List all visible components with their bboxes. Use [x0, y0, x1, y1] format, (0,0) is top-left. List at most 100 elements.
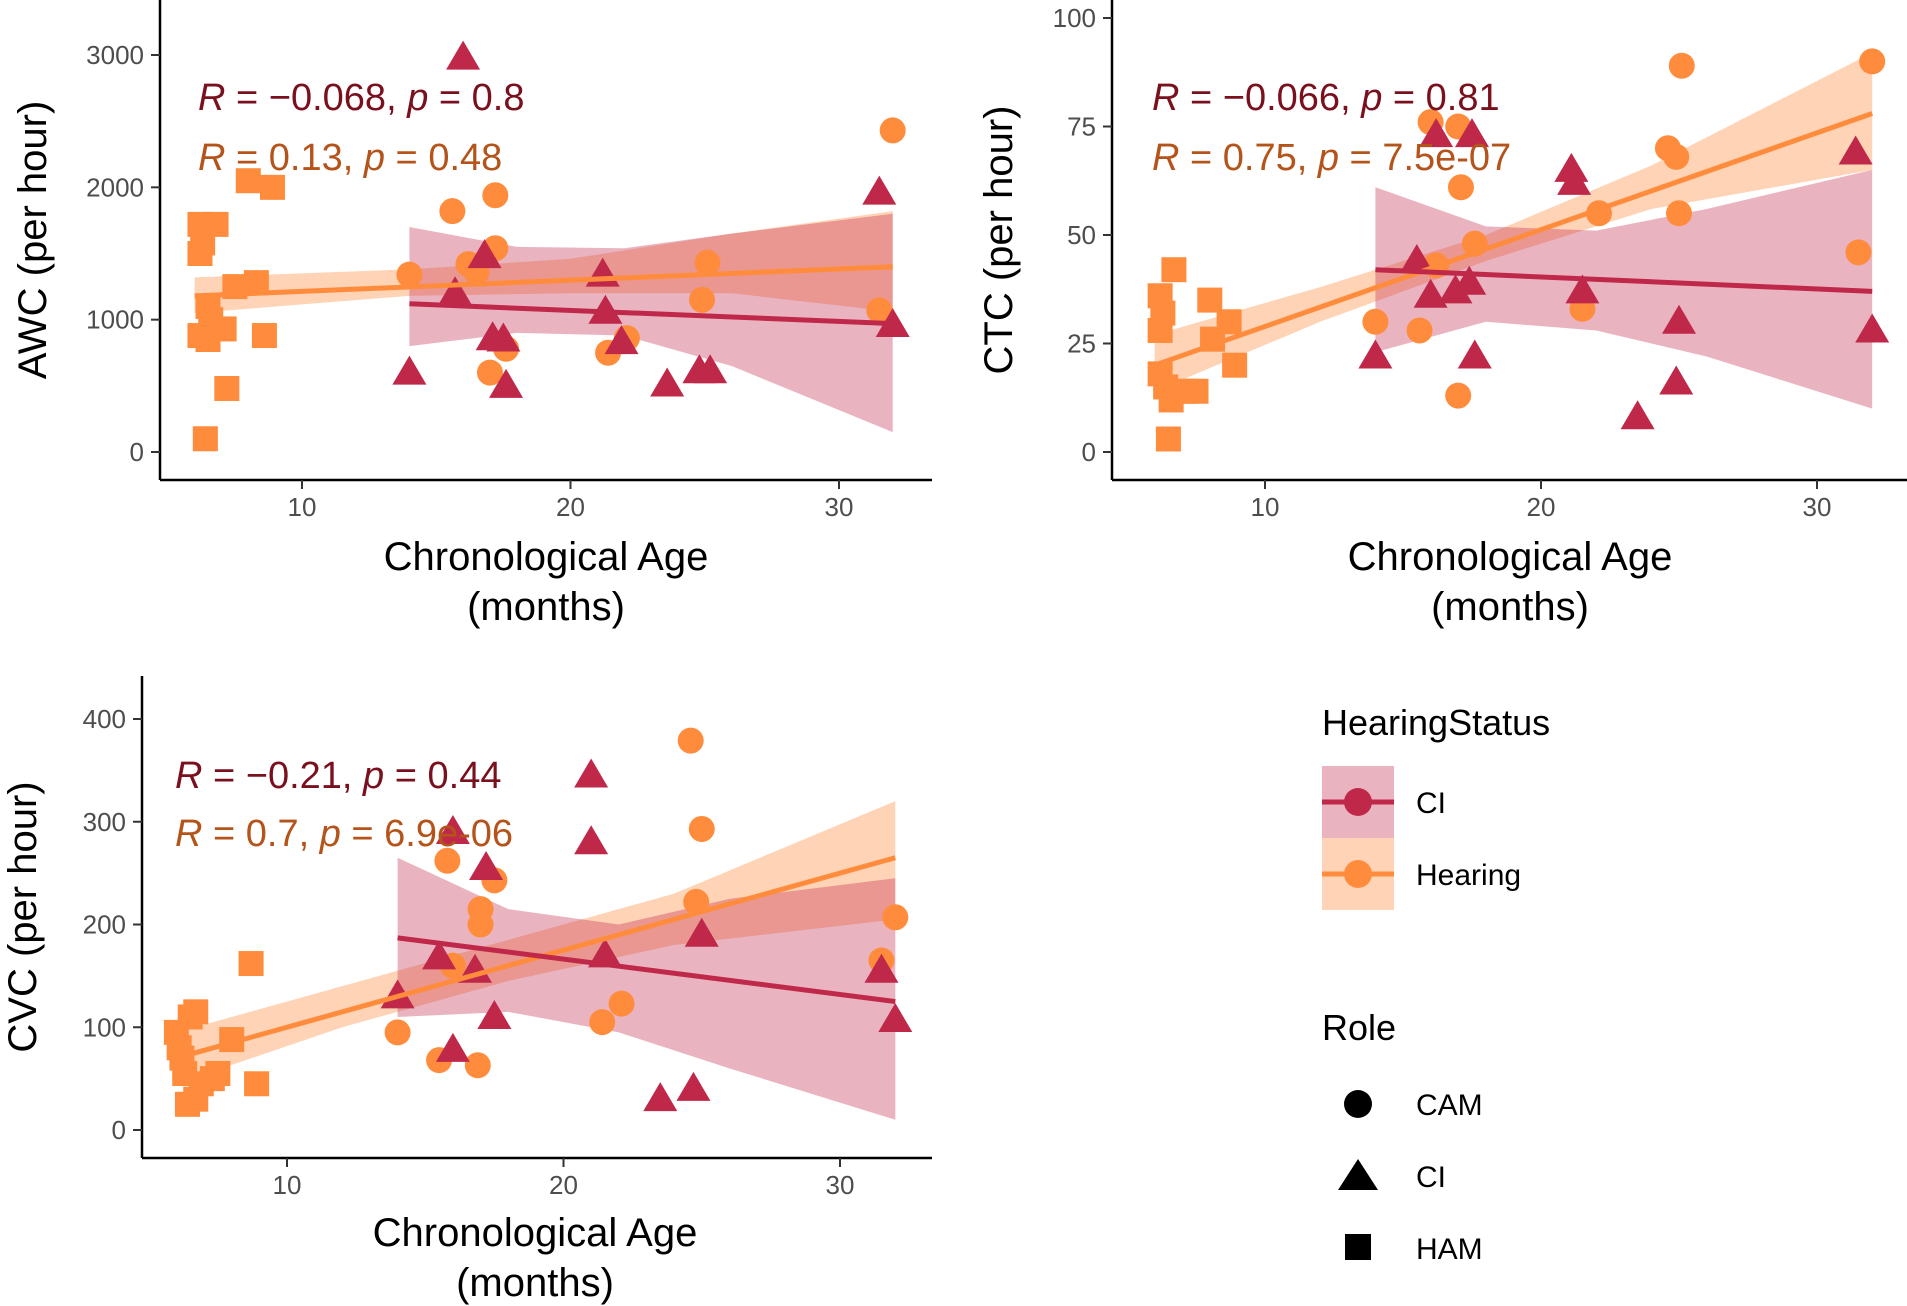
- legend-label-ci-role: CI: [1416, 1161, 1446, 1194]
- data-point-cam: [1845, 239, 1872, 266]
- y-tick-label: 100: [83, 1012, 126, 1042]
- data-point-cam: [1445, 382, 1472, 409]
- y-tick-label: 0: [112, 1115, 126, 1145]
- data-point-cam: [384, 1019, 411, 1046]
- confidence-band-hearing: [1154, 52, 1873, 392]
- y-axis-title: CTC (per hour): [977, 106, 1021, 375]
- stat-hearing: R = 0.7, p = 6.9e-06: [175, 813, 513, 855]
- data-point-ham: [259, 174, 285, 200]
- data-point-cam: [467, 911, 494, 938]
- data-point-ci: [650, 367, 685, 397]
- x-tick-label: 10: [288, 492, 317, 522]
- stat-annotations: R = −0.066, p = 0.81 R = 0.75, p = 7.5e-…: [1152, 77, 1511, 179]
- legend-title-hearingstatus: HearingStatus: [1322, 702, 1550, 743]
- data-point-ci: [1565, 274, 1600, 304]
- data-point-ci: [446, 40, 481, 70]
- data-point-ham: [251, 323, 277, 349]
- data-point-ci: [477, 999, 512, 1029]
- regression-lines: [175, 855, 896, 1061]
- confidence-band-ci: [1375, 169, 1873, 409]
- stat-hearing-p: 6.9e-06: [384, 813, 513, 855]
- data-point-ci: [878, 1003, 913, 1033]
- data-point-ham: [1155, 426, 1181, 452]
- regression-line-ci: [397, 935, 896, 1005]
- regression-line-hearing: [194, 264, 893, 299]
- y-tick-label: 400: [83, 704, 126, 734]
- data-points: [1147, 48, 1890, 452]
- data-point-cam: [589, 1009, 616, 1036]
- data-point-cam: [866, 297, 893, 324]
- data-point-ham: [1183, 378, 1209, 404]
- data-point-cam: [677, 727, 704, 754]
- data-point-ci: [392, 355, 427, 385]
- data-point-cam: [683, 888, 710, 915]
- legend-key-hearing-point: [1344, 860, 1372, 888]
- data-point-ci: [864, 953, 899, 983]
- data-point-ci: [1419, 118, 1454, 148]
- data-point-ci: [1399, 244, 1434, 274]
- data-point-ci: [469, 850, 504, 880]
- data-point-ci: [1662, 304, 1696, 334]
- legend-key-ci-point: [1344, 788, 1372, 816]
- data-point-ci: [1838, 135, 1873, 165]
- data-point-cam: [476, 359, 503, 386]
- y-ticks: 0 1000 2000 3000: [86, 40, 160, 467]
- stat-hearing-r: 0.13: [269, 137, 343, 179]
- legend-item-cam: CAM: [1344, 1089, 1483, 1122]
- data-point-ci: [1855, 313, 1890, 343]
- data-point-ci: [574, 758, 609, 788]
- data-point-ci: [587, 938, 622, 968]
- legend-label-ham: HAM: [1416, 1233, 1483, 1266]
- data-point-cam: [482, 182, 509, 209]
- legend-item-ham: HAM: [1345, 1233, 1483, 1266]
- data-point-ci: [1659, 365, 1694, 395]
- data-point-ham: [192, 426, 218, 452]
- data-point-ci: [435, 1032, 470, 1062]
- x-axis-title: Chronological Age: [384, 535, 709, 579]
- stat-ci-r: −0.21: [246, 755, 342, 797]
- x-tick-label: 30: [826, 1170, 855, 1200]
- data-point-ci: [489, 368, 524, 398]
- stat-hearing-p: 7.5e-07: [1382, 137, 1511, 179]
- y-tick-label: 1000: [86, 305, 144, 335]
- legend: HearingStatus CI Hearing Role CAM CI HAM: [1322, 702, 1550, 1266]
- confidence-band-ci: [409, 213, 893, 433]
- data-point-cam: [434, 847, 461, 874]
- stat-ci: R = −0.066, p = 0.81: [1152, 77, 1500, 119]
- data-point-cam: [608, 990, 635, 1017]
- x-axis-title-units: (months): [456, 1261, 614, 1305]
- legend-label-ci: CI: [1416, 787, 1446, 820]
- x-tick-label: 10: [1251, 492, 1280, 522]
- y-tick-label: 0: [130, 437, 144, 467]
- legend-label-cam: CAM: [1416, 1089, 1483, 1122]
- stat-ci: R = −0.21, p = 0.44: [175, 755, 501, 797]
- legend-title-role: Role: [1322, 1007, 1396, 1048]
- data-point-ham: [187, 241, 213, 266]
- data-point-cam: [879, 117, 906, 144]
- data-point-ci: [1452, 265, 1487, 295]
- stat-ci-p: 0.8: [472, 77, 525, 119]
- y-ticks: 0 100 200 300 400: [83, 704, 142, 1145]
- stat-annotations: R = −0.068, p = 0.8 R = 0.13, p = 0.48: [198, 77, 524, 179]
- circle-icon: [1344, 1090, 1372, 1118]
- triangle-icon: [1338, 1159, 1378, 1190]
- data-point-cam: [1447, 174, 1474, 201]
- x-axis-title-units: (months): [1431, 585, 1589, 629]
- data-point-ham: [183, 999, 209, 1025]
- data-point-ham: [205, 1060, 231, 1086]
- stat-ci-r: −0.066: [1223, 77, 1340, 119]
- panel-ctc: 0 25 50 75 100 10 20 30 CTC (per hour) Chronol…: [977, 0, 1907, 629]
- data-point-ci: [422, 940, 457, 970]
- regression-line-hearing: [1153, 111, 1874, 368]
- y-axis-title: CVC (per hour): [1, 781, 45, 1052]
- data-point-cam: [1362, 308, 1389, 335]
- data-point-cam: [1406, 317, 1433, 344]
- data-point-ci: [1620, 400, 1655, 430]
- regression-lines: [1153, 111, 1874, 368]
- stat-hearing: R = 0.75, p = 7.5e-07: [1152, 137, 1511, 179]
- legend-item-hearing-group: Hearing: [1322, 838, 1521, 910]
- stat-ci: R = −0.068, p = 0.8: [198, 77, 524, 119]
- x-tick-label: 30: [825, 492, 854, 522]
- data-point-ham: [1216, 309, 1242, 335]
- stat-ci-p: 0.44: [428, 755, 502, 797]
